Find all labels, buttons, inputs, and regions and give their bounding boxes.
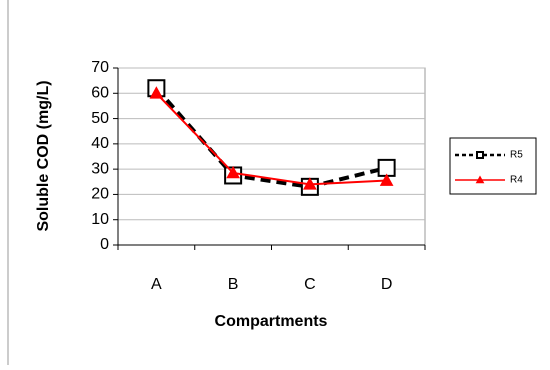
y-tick-label: 20: [91, 186, 109, 203]
marker: [149, 86, 164, 99]
y-tick-label: 60: [91, 85, 109, 102]
y-tick-label: 50: [91, 110, 109, 127]
legend-label: R5: [510, 150, 523, 161]
y-tick-label: 40: [91, 135, 109, 152]
marker: [303, 177, 317, 190]
y-tick-label: 10: [91, 211, 109, 228]
series-line: [155, 92, 387, 186]
marker: [379, 173, 394, 186]
y-axis-label: Soluble COD (mg/L): [35, 80, 52, 231]
x-axis-label: Compartments: [215, 313, 328, 330]
legend-label: R4: [510, 175, 523, 186]
y-tick-label: 70: [91, 59, 109, 76]
x-tick-label: B: [228, 276, 239, 293]
marker: [226, 165, 240, 179]
marker: [377, 158, 396, 177]
x-tick-label: A: [151, 276, 162, 293]
series-line: [154, 86, 388, 189]
y-tick-label: 30: [91, 160, 109, 177]
x-tick-label: D: [381, 276, 393, 293]
marker: [475, 175, 485, 184]
y-tick-label: 0: [100, 236, 109, 253]
legend-box: [449, 137, 537, 195]
x-tick-label: C: [304, 276, 316, 293]
marker: [476, 151, 484, 159]
